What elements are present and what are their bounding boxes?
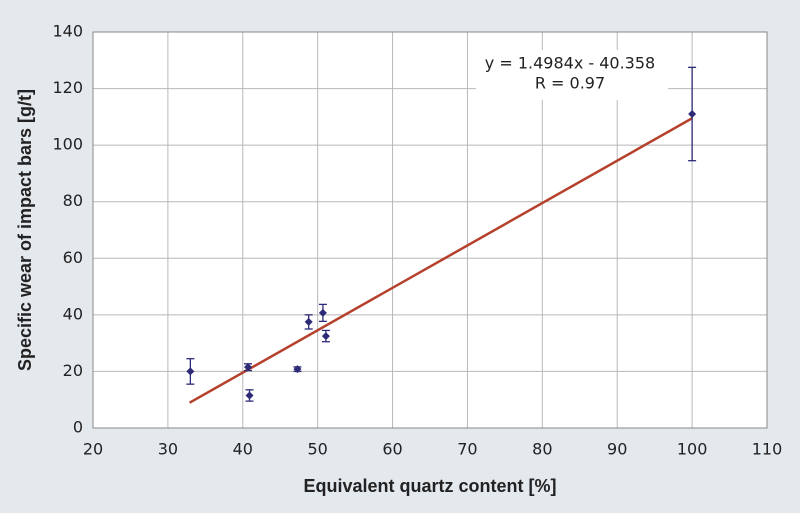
x-tick-label: 50: [307, 440, 327, 459]
x-tick-label: 110: [752, 440, 783, 459]
x-axis-label: Equivalent quartz content [%]: [303, 476, 556, 496]
trendline: [188, 117, 693, 404]
x-tick-label: 90: [607, 440, 627, 459]
x-tick-label: 40: [233, 440, 253, 459]
x-tick-label: 60: [382, 440, 402, 459]
y-tick-label: 100: [52, 135, 83, 154]
y-tick-label: 20: [63, 361, 83, 380]
point: [321, 332, 330, 341]
annotation: y = 1.4984x - 40.358: [485, 54, 655, 73]
point: [244, 363, 253, 372]
x-tick-label: 80: [532, 440, 552, 459]
y-tick-label: 120: [52, 78, 83, 97]
y-tick-label: 40: [63, 304, 83, 323]
x-tick-label: 70: [457, 440, 477, 459]
x-tick-label: 100: [677, 440, 708, 459]
annotation-box: [476, 50, 668, 100]
x-tick-label: 20: [83, 440, 103, 459]
y-tick-label: 0: [73, 418, 83, 437]
annotation: R = 0.97: [535, 74, 605, 93]
point: [245, 391, 254, 400]
point: [318, 308, 327, 317]
y-axis-label: Specific wear of impact bars [g/t]: [15, 89, 35, 371]
x-tick-label: 30: [158, 440, 178, 459]
y-tick-label: 140: [52, 22, 83, 41]
plot-border: [92, 31, 768, 429]
point: [293, 365, 302, 374]
y-tick-label: 60: [63, 248, 83, 267]
point: [304, 317, 313, 326]
y-tick-label: 80: [63, 191, 83, 210]
point: [688, 110, 697, 119]
point: [186, 367, 195, 376]
